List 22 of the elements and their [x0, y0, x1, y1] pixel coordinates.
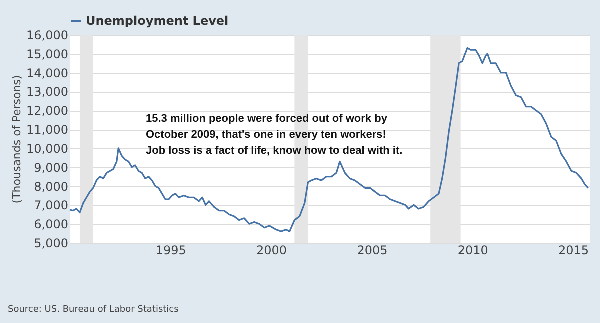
y-tick-label: 6,000 — [34, 218, 68, 232]
y-tick-label: 10,000 — [26, 142, 68, 156]
x-tick-label: 2000 — [256, 244, 288, 258]
source-note: Source: US. Bureau of Labor Statistics — [8, 305, 180, 315]
y-tick-label: 8,000 — [34, 180, 68, 194]
y-tick-label: 9,000 — [34, 160, 68, 175]
y-tick-label: 15,000 — [26, 47, 68, 62]
y-tick-label: 5,000 — [34, 236, 68, 250]
y-tick-label: 12,000 — [26, 104, 68, 118]
x-tick-label: 2005 — [357, 244, 388, 258]
y-tick-label: 11,000 — [26, 123, 68, 138]
y-tick-label: 13,000 — [26, 85, 68, 100]
y-axis-title: (Thousands of Persons) — [10, 75, 24, 204]
x-tick-label: 2010 — [458, 244, 488, 258]
legend-label: Unemployment Level — [86, 14, 229, 28]
annotation: 15.3 million people were forced out of work by October 2009, that's one in every ten workers! Job loss is a fact of life, know how to deal with it. — [146, 113, 403, 157]
x-tick-label: 1995 — [156, 244, 186, 258]
x-tick-label: 2015 — [558, 244, 590, 258]
y-tick-label: 7,000 — [34, 198, 68, 213]
y-tick-label: 16,000 — [26, 28, 68, 42]
y-tick-label: 14,000 — [26, 66, 68, 80]
line-series — [69, 47, 590, 232]
